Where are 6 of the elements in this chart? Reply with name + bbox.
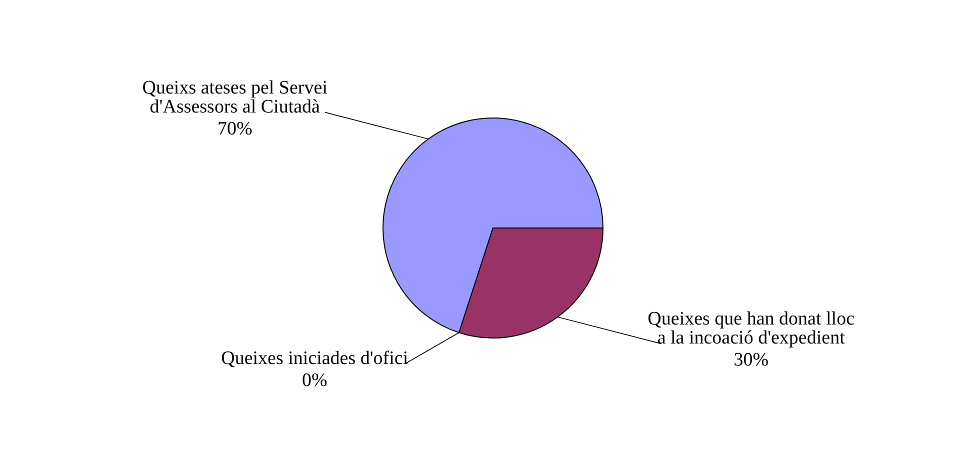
data-label: 30% [734, 350, 769, 371]
legend-label: Queixes iniciades d'ofici [221, 348, 408, 369]
slice-label: Queixs ateses pel Servei d'Assessors al Ciutadà [142, 77, 328, 118]
data-label: 70% [217, 118, 252, 140]
slice-label: Queixes que han donat lloc a la incoació d'expedient [648, 308, 855, 349]
text: 0% [302, 370, 328, 391]
